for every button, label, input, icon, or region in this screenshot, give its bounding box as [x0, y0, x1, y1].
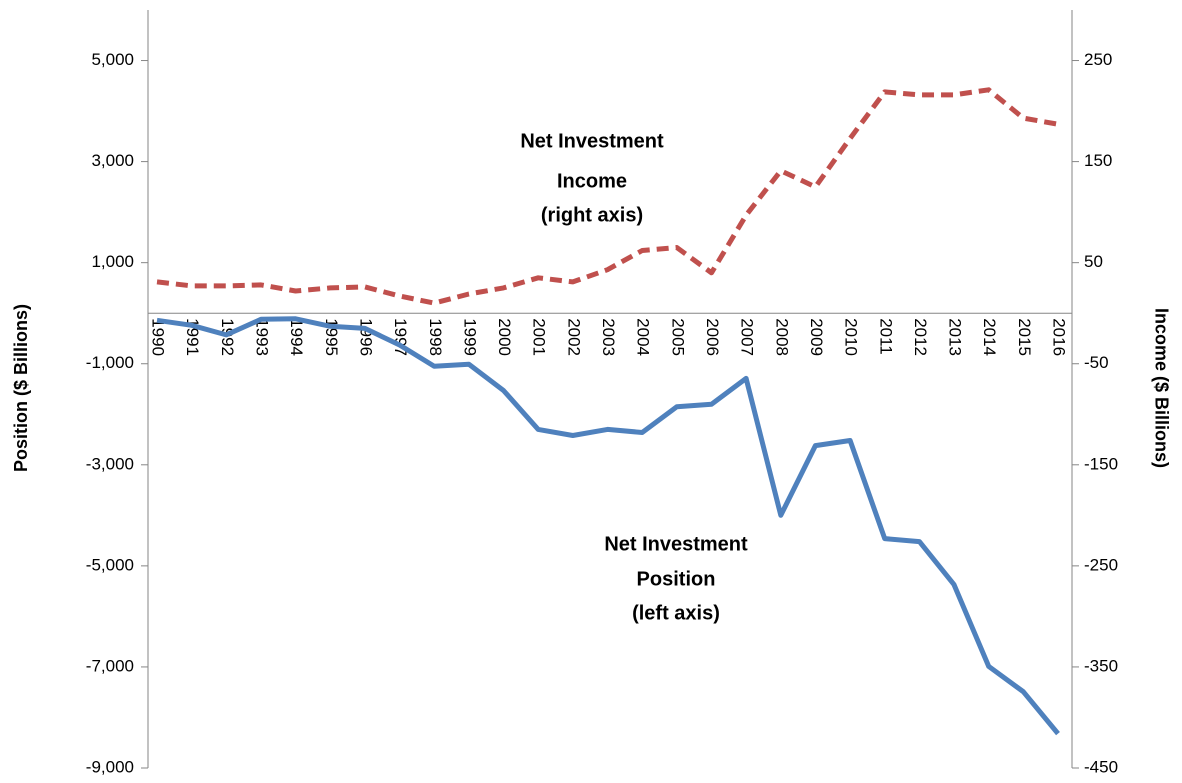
x-tick-label: 2011	[876, 318, 895, 355]
y-tick-label: -1,000	[86, 353, 134, 372]
y-tick-label: 5,000	[91, 50, 134, 69]
annotation: Net Investment Position (left axis)	[604, 533, 748, 624]
series-line	[156, 87, 1059, 306]
y2-tick-label: 150	[1084, 151, 1112, 170]
x-tick-label: 2001	[530, 318, 549, 356]
y2-tick-label: 50	[1084, 252, 1103, 271]
x-tick-label: 2003	[599, 318, 618, 356]
annotation-line: Net Investment	[520, 130, 664, 152]
x-tick-label: 2005	[668, 318, 687, 356]
y-tick-label: -7,000	[86, 656, 134, 675]
x-tick-label: 2006	[703, 318, 722, 356]
y2-tick-label: 250	[1084, 50, 1112, 69]
annotation-line: Income	[557, 170, 627, 192]
annotation: Net Investment Income (right axis)	[520, 130, 664, 226]
x-tick-label: 2004	[634, 318, 653, 356]
x-tick-label: 2014	[980, 318, 999, 356]
x-tick-label: 2002	[564, 318, 583, 356]
y-axis-label: Position ($ Billions)	[11, 304, 31, 472]
x-tick-label: 2010	[842, 318, 861, 356]
x-tick-label: 2008	[772, 318, 791, 356]
y-tick-label: -9,000	[86, 757, 134, 776]
y2-tick-label: -150	[1084, 454, 1118, 473]
y2-axis-label: Income ($ Billions)	[1151, 308, 1171, 468]
x-tick-label: 2012	[911, 318, 930, 356]
series-line	[156, 316, 1060, 736]
annotation-line: Net Investment	[604, 533, 748, 555]
annotation-line: (left axis)	[632, 602, 720, 624]
x-tick-label: 2015	[1015, 318, 1034, 356]
x-tick-label: 2000	[495, 318, 514, 356]
y2-tick-label: -450	[1084, 757, 1118, 776]
y2-tick-label: -350	[1084, 656, 1118, 675]
x-tick-label: 1998	[426, 318, 445, 356]
x-tick-label: 1990	[149, 318, 168, 356]
y2-tick-label: -250	[1084, 555, 1118, 574]
annotation-line: (right axis)	[541, 204, 643, 226]
x-tick-label: 1999	[460, 318, 479, 356]
x-tick-label: 1994	[287, 318, 306, 356]
y-tick-label: 1,000	[91, 252, 134, 271]
x-tick-label: 2009	[807, 318, 826, 356]
x-tick-label: 1993	[252, 318, 271, 356]
x-tick-label: 1996	[356, 318, 375, 356]
y-tick-label: 3,000	[91, 151, 134, 170]
y2-tick-label: -50	[1084, 353, 1109, 372]
x-tick-label: 2013	[946, 318, 965, 356]
x-tick-label: 2016	[1050, 318, 1069, 356]
annotation-line: Position	[637, 568, 716, 590]
y-tick-label: -5,000	[86, 555, 134, 574]
y-tick-label: -3,000	[86, 454, 134, 473]
x-tick-label: 2007	[738, 318, 757, 356]
